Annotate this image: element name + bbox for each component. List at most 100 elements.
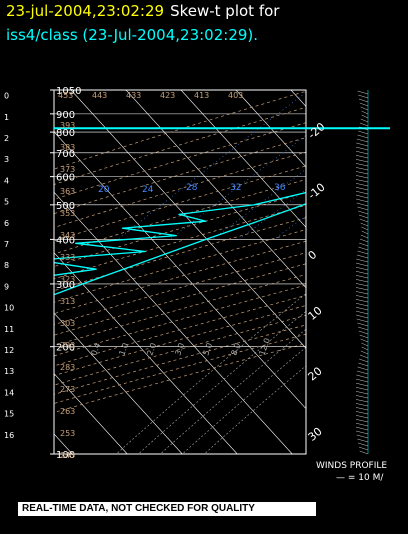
dry-adiabat-label: 443	[92, 91, 107, 100]
wind-barb	[356, 183, 369, 187]
mixing-ratio-label: 28	[186, 183, 198, 193]
pressure-tick-label: 600	[56, 173, 75, 184]
dry-adiabat-line	[54, 106, 306, 185]
moist-adiabat-line	[138, 310, 306, 454]
wind-barb	[359, 238, 369, 243]
height-tick-label: 13	[4, 367, 14, 376]
dry-adiabat-label: 333	[60, 253, 75, 262]
mixing-ratio-label: 32	[230, 183, 241, 193]
mixing-ratio-label: 36	[274, 183, 286, 193]
dry-adiabat-label: 353	[60, 209, 75, 218]
dry-adiabat-line	[54, 137, 306, 215]
wind-barb	[356, 142, 369, 147]
wind-barb	[359, 358, 369, 363]
wind-barb	[356, 407, 369, 411]
mixing-ratio-label: 20	[98, 185, 110, 195]
wind-barb	[361, 230, 369, 235]
wind-barb	[359, 102, 369, 107]
wind-barb	[360, 338, 369, 343]
dry-adiabat-label: 313	[60, 297, 75, 306]
height-tick-label: 14	[4, 388, 14, 397]
temperature-tick-label: -10	[306, 181, 328, 203]
moist-adiabat-label: 1.0	[117, 342, 130, 357]
dry-adiabat-line	[54, 90, 306, 170]
mixing-ratio-line	[307, 90, 408, 239]
wind-barb	[357, 206, 369, 211]
height-tick-label: 8	[4, 261, 9, 270]
wind-barb	[356, 138, 369, 143]
wind-barb	[358, 94, 369, 99]
wind-barb	[356, 374, 369, 379]
wind-barb	[361, 346, 369, 351]
wind-barb	[356, 391, 369, 395]
wind-barb	[358, 362, 369, 367]
wind-barb	[358, 246, 369, 251]
dry-adiabat-label: 343	[60, 231, 75, 240]
winds-profile-title: WINDS PROFILE	[316, 461, 388, 471]
height-tick-label: 3	[4, 155, 9, 164]
wind-barb	[360, 234, 369, 239]
wind-barb	[360, 222, 369, 227]
dry-adiabat-label: 263	[60, 407, 75, 416]
pressure-tick-label: 900	[56, 110, 75, 121]
wind-barb	[356, 254, 369, 259]
temperature-tick-label: 10	[306, 304, 325, 323]
isotherm-line	[54, 191, 293, 454]
wind-barb	[356, 430, 369, 435]
wind-barb	[356, 191, 369, 195]
height-tick-label: 6	[4, 219, 9, 228]
wind-barb	[358, 446, 369, 451]
dry-adiabat-label: 413	[194, 91, 209, 100]
wind-barb	[359, 122, 369, 127]
pressure-tick-label: 700	[56, 149, 75, 160]
wind-barb	[357, 134, 369, 139]
height-tick-label: 0	[4, 92, 9, 101]
height-tick-label: 7	[4, 240, 9, 249]
wind-barb	[356, 434, 369, 439]
wind-barb	[357, 366, 369, 371]
wind-barb	[356, 271, 369, 275]
wind-barb	[356, 187, 369, 191]
wind-barb	[361, 342, 369, 347]
timestamp-label: 23-jul-2004,23:02:29	[6, 2, 165, 20]
wind-barb	[360, 350, 369, 355]
winds-profile	[356, 90, 369, 454]
wind-barb	[356, 194, 369, 199]
wind-barb	[356, 370, 369, 375]
wind-barb	[358, 214, 369, 219]
wind-barb	[356, 279, 369, 283]
dry-adiabat-label: 403	[228, 91, 243, 100]
temperature-tick-label: -20	[306, 120, 328, 142]
isotherm-line	[0, 90, 17, 454]
wind-barb	[356, 419, 369, 423]
wind-barb	[356, 310, 369, 315]
wind-barb	[356, 399, 369, 403]
wind-barb	[358, 130, 369, 135]
wind-barb	[359, 450, 369, 454]
wind-barb	[356, 299, 369, 303]
dry-adiabat-label: 393	[60, 121, 75, 130]
dry-adiabat-label: 423	[160, 91, 175, 100]
wind-barb	[356, 150, 369, 155]
wind-barb	[356, 382, 369, 387]
dry-adiabat-line	[54, 122, 306, 200]
pressure-tick-label: 300	[56, 280, 75, 291]
mixing-ratio-label: 24	[142, 185, 154, 195]
dewpoint-profile	[54, 191, 306, 276]
wind-barb	[356, 146, 369, 151]
wind-barb	[357, 438, 369, 443]
wind-barb	[356, 287, 369, 291]
wind-barb	[359, 334, 369, 339]
wind-barb	[358, 98, 369, 103]
plot-frame	[53, 89, 307, 455]
wind-barb	[359, 126, 369, 131]
mixing-ratio-line	[238, 189, 306, 240]
plot-label: Skew-t plot for	[170, 2, 280, 20]
wind-barb	[356, 159, 369, 163]
wind-barb	[356, 291, 369, 295]
wind-barb	[356, 163, 369, 167]
mixing-ratio-line	[338, 90, 408, 239]
dry-adiabat-label: 363	[60, 187, 75, 196]
wind-barb	[356, 167, 369, 171]
